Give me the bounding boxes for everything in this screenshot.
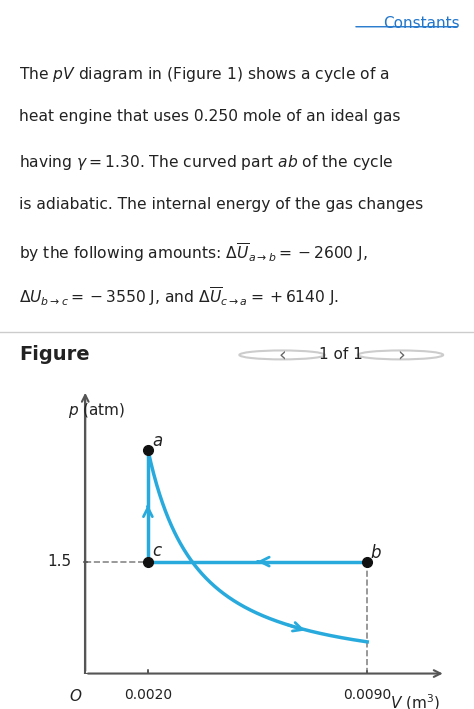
Text: $\Delta U_{b\rightarrow c} = -3550$ J, and $\Delta\overline{U}_{c\rightarrow a} : $\Delta U_{b\rightarrow c} = -3550$ J, a… <box>19 285 339 308</box>
Text: Constants: Constants <box>383 16 460 31</box>
Text: $p$ (atm): $p$ (atm) <box>68 401 125 420</box>
Text: 0.0090: 0.0090 <box>343 688 392 703</box>
Text: heat engine that uses 0.250 mole of an ideal gas: heat engine that uses 0.250 mole of an i… <box>19 109 401 124</box>
Text: 1.5: 1.5 <box>47 554 71 569</box>
Text: by the following amounts: $\Delta\overline{U}_{a\rightarrow b} = -2600$ J,: by the following amounts: $\Delta\overli… <box>19 241 368 264</box>
Text: ›: › <box>397 345 404 364</box>
Text: $c$: $c$ <box>152 542 163 560</box>
Text: is adiabatic. The internal energy of the gas changes: is adiabatic. The internal energy of the… <box>19 197 423 212</box>
Text: Figure: Figure <box>19 345 90 364</box>
Text: having $\gamma = 1.30$. The curved part $\mathit{ab}$ of the cycle: having $\gamma = 1.30$. The curved part … <box>19 153 393 172</box>
Text: $V\ (\mathrm{m}^3)$: $V\ (\mathrm{m}^3)$ <box>390 692 440 709</box>
Text: $a$: $a$ <box>152 432 163 450</box>
Text: 1 of 1: 1 of 1 <box>319 347 363 362</box>
Text: $O$: $O$ <box>69 688 83 705</box>
Text: The $pV$ diagram in (Figure 1) shows a cycle of a: The $pV$ diagram in (Figure 1) shows a c… <box>19 65 390 84</box>
Text: ‹: ‹ <box>278 345 286 364</box>
Text: 0.0020: 0.0020 <box>124 688 172 703</box>
Text: $b$: $b$ <box>370 544 382 562</box>
